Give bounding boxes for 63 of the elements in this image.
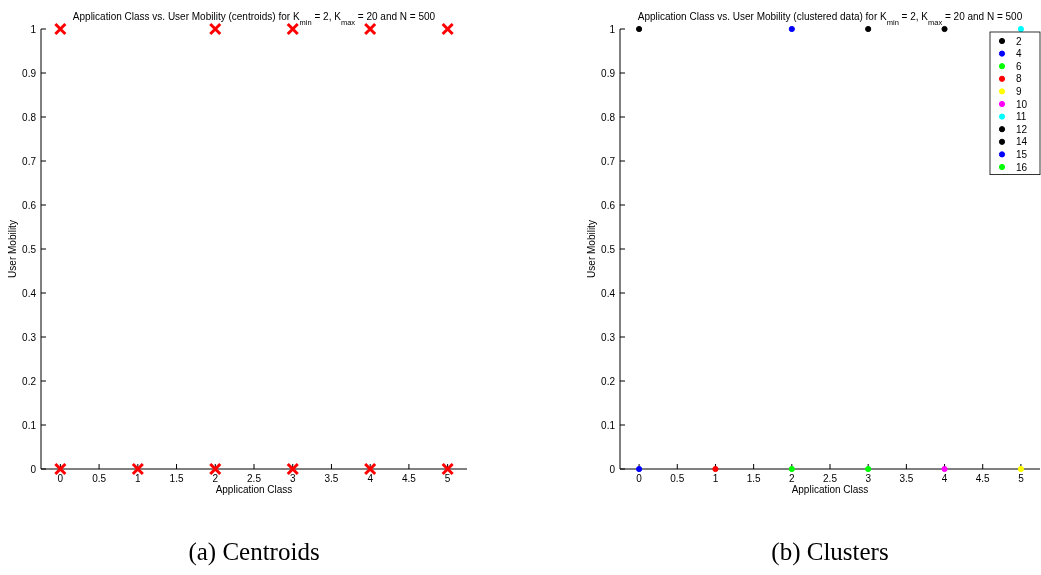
- legend-label: 8: [1016, 73, 1022, 85]
- y-tick-label: 0.9: [601, 67, 616, 79]
- legend-label: 4: [1016, 48, 1022, 60]
- legend-label: 10: [1016, 98, 1028, 110]
- x-tick-label: 3.5: [899, 473, 914, 484]
- x-tick-label: 4.5: [401, 473, 417, 484]
- x-tick-label: 3: [865, 473, 872, 484]
- y-tick-label: 0.1: [22, 419, 37, 431]
- x-tick-label: 0.5: [92, 473, 107, 484]
- y-tick-label: 0.1: [601, 419, 616, 431]
- x-tick-label: 5: [444, 473, 451, 484]
- x-axis-title: Application Class: [791, 484, 869, 495]
- x-axis-title: Application Class: [215, 484, 293, 495]
- y-tick-label: 0.7: [22, 155, 37, 167]
- y-tick-label: 0.8: [22, 111, 37, 123]
- x-tick-label: 1: [712, 473, 719, 484]
- x-tick-label: 0.5: [670, 473, 685, 484]
- x-tick-label: 4: [941, 473, 948, 484]
- y-tick-label: 0.3: [601, 331, 616, 343]
- legend-label: 11: [1016, 111, 1027, 123]
- legend-label: 2: [1016, 35, 1022, 47]
- y-tick-label: 0.2: [601, 375, 616, 387]
- y-tick-label: 0.4: [601, 287, 616, 299]
- y-tick-label: 0.2: [22, 375, 37, 387]
- chart-title: Application Class vs. User Mobility (centroids) for K$_{min}$ = 2, K$_{max}$ = 20 and N = 500: [72, 11, 436, 27]
- legend-label: 12: [1016, 123, 1028, 135]
- y-tick-label: 0: [609, 463, 616, 475]
- legend-label: 9: [1016, 85, 1022, 97]
- legend-label: 6: [1016, 60, 1022, 72]
- x-tick-label: 0: [57, 473, 64, 484]
- x-tick-label: 1.5: [169, 473, 184, 484]
- x-tick-label: 4.5: [975, 473, 991, 484]
- y-axis-title: User Mobility: [586, 220, 597, 278]
- x-tick-label: 1.5: [746, 473, 762, 484]
- y-tick-label: 0.6: [22, 199, 37, 211]
- x-tick-label: 2: [212, 473, 219, 484]
- y-tick-label: 0.8: [601, 111, 616, 123]
- x-tick-label: 3.5: [324, 473, 339, 484]
- y-tick-label: 0.7: [601, 155, 616, 167]
- text: (a) Centroids: [188, 538, 320, 566]
- y-axis-title: User Mobility: [7, 220, 18, 278]
- y-tick-label: 0.3: [22, 331, 37, 343]
- x-tick-label: 1: [135, 473, 142, 484]
- y-tick-label: 0: [30, 463, 37, 475]
- x-tick-label: 5: [1018, 473, 1025, 484]
- x-tick-label: 0: [636, 473, 643, 484]
- y-tick-label: 0.5: [22, 243, 37, 255]
- x-tick-label: 2.5: [823, 473, 838, 484]
- x-tick-label: 2: [789, 473, 796, 484]
- legend-label: 14: [1016, 136, 1028, 148]
- y-tick-label: 1: [30, 23, 37, 35]
- y-tick-label: 0.9: [22, 67, 37, 79]
- x-tick-label: 2.5: [247, 473, 262, 484]
- legend-label: 15: [1016, 148, 1028, 160]
- y-tick-label: 0.5: [601, 243, 616, 255]
- text: (b) Clusters: [771, 538, 889, 566]
- x-tick-label: 3: [289, 473, 296, 484]
- x-tick-label: 4: [367, 473, 374, 484]
- y-tick-label: 0.4: [22, 287, 37, 299]
- legend-label: 16: [1016, 161, 1028, 173]
- y-tick-label: 1: [609, 23, 616, 35]
- y-tick-label: 0.6: [601, 199, 616, 211]
- chart-title: Application Class vs. User Mobility (clustered data) for K$_{min}$ = 2, K$_{max}$ = 20 and N = 500: [637, 11, 1023, 27]
